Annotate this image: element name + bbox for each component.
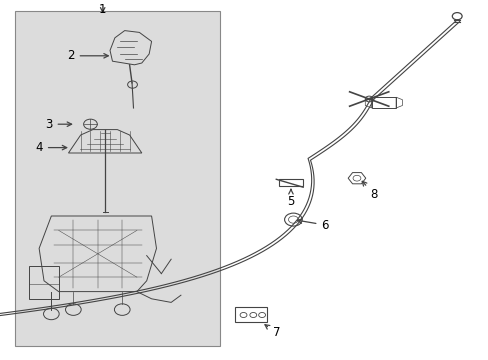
Text: 3: 3 (45, 118, 71, 131)
Bar (15, 11, 220, 346)
Text: 7: 7 (264, 325, 280, 339)
Bar (234, 307, 266, 322)
Text: 8: 8 (362, 181, 377, 201)
Text: 6: 6 (297, 219, 328, 231)
Bar (371, 97, 395, 108)
Text: 2: 2 (67, 49, 108, 62)
Text: 4: 4 (35, 141, 66, 154)
Text: 5: 5 (286, 189, 294, 208)
Text: 1: 1 (99, 3, 106, 15)
Bar (29, 266, 59, 299)
Bar (278, 179, 303, 186)
